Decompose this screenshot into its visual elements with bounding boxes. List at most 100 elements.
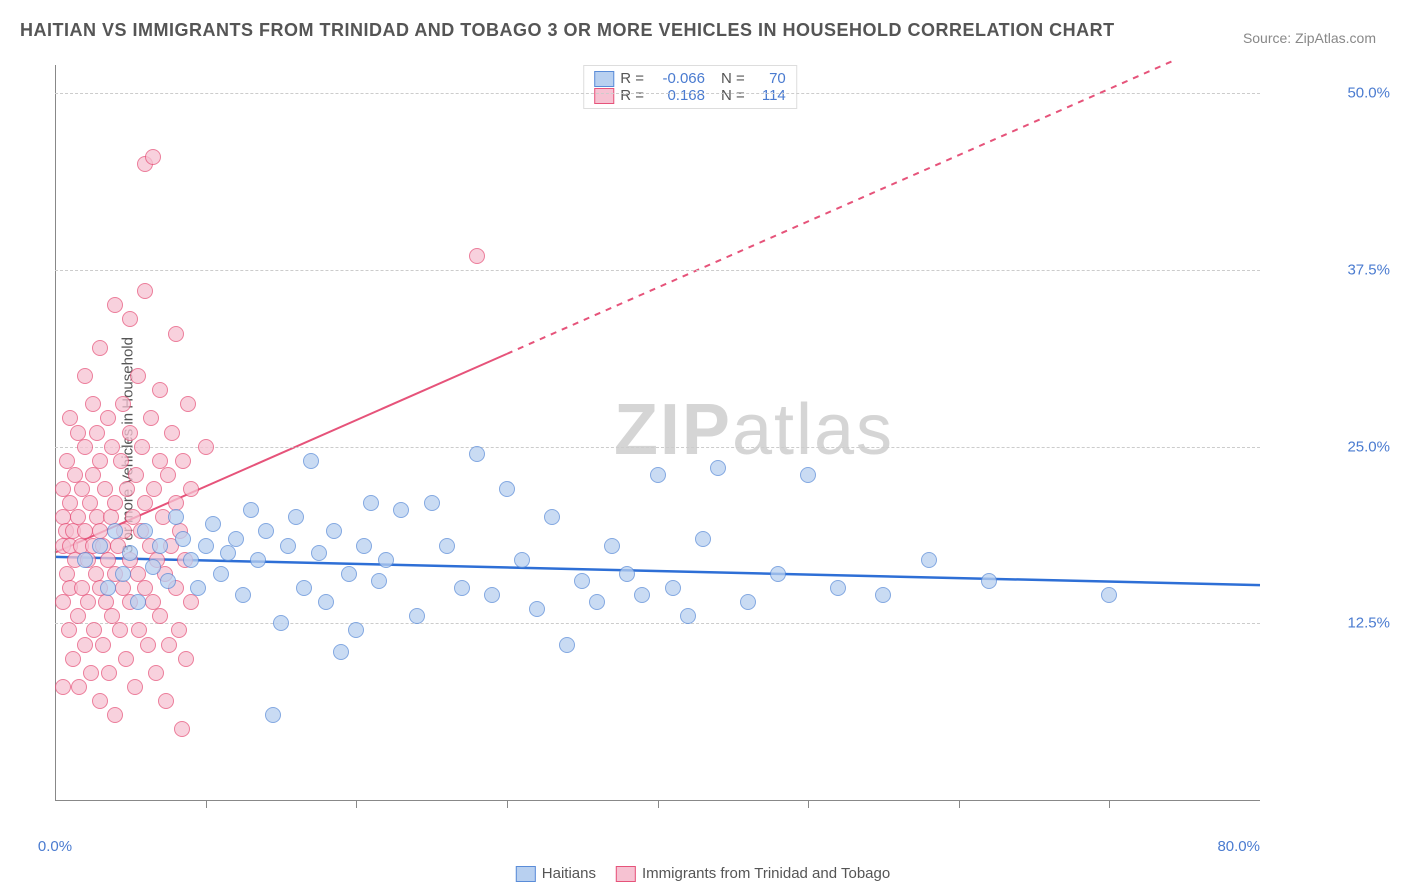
data-point [161, 637, 177, 653]
data-point [559, 637, 575, 653]
gridline [55, 447, 1260, 448]
data-point [134, 439, 150, 455]
data-point [164, 425, 180, 441]
x-tick-mark [658, 800, 659, 808]
data-point [83, 665, 99, 681]
y-tick-label: 25.0% [1347, 438, 1390, 455]
data-point [800, 467, 816, 483]
data-point [469, 248, 485, 264]
data-point [348, 622, 364, 638]
data-point [145, 559, 161, 575]
data-point [740, 594, 756, 610]
data-point [158, 693, 174, 709]
data-point [378, 552, 394, 568]
data-point [183, 481, 199, 497]
data-point [424, 495, 440, 511]
data-point [130, 594, 146, 610]
data-point [665, 580, 681, 596]
data-point [122, 311, 138, 327]
data-point [101, 665, 117, 681]
data-point [250, 552, 266, 568]
data-point [363, 495, 379, 511]
data-point [152, 608, 168, 624]
data-point [55, 594, 71, 610]
data-point [830, 580, 846, 596]
gridline [55, 623, 1260, 624]
data-point [770, 566, 786, 582]
data-point [140, 637, 156, 653]
data-point [92, 538, 108, 554]
data-point [288, 509, 304, 525]
n-value: 114 [751, 87, 786, 104]
data-point [107, 297, 123, 313]
data-point [205, 516, 221, 532]
data-point [180, 396, 196, 412]
data-point [112, 622, 128, 638]
data-point [95, 637, 111, 653]
data-point [303, 453, 319, 469]
legend-swatch [616, 866, 636, 882]
data-point [77, 637, 93, 653]
data-point [130, 368, 146, 384]
data-point [514, 552, 530, 568]
data-point [80, 594, 96, 610]
x-tick-mark [959, 800, 960, 808]
data-point [77, 552, 93, 568]
data-point [469, 446, 485, 462]
legend-row: R =0.168N =114 [594, 87, 786, 104]
gridline [55, 93, 1260, 94]
legend-label: Haitians [542, 865, 596, 882]
data-point [61, 622, 77, 638]
data-point [280, 538, 296, 554]
data-point [146, 481, 162, 497]
data-point [439, 538, 455, 554]
data-point [273, 615, 289, 631]
data-point [326, 523, 342, 539]
data-point [128, 467, 144, 483]
data-point [92, 453, 108, 469]
data-point [235, 587, 251, 603]
gridline [55, 270, 1260, 271]
data-point [175, 453, 191, 469]
data-point [371, 573, 387, 589]
data-point [981, 573, 997, 589]
data-point [107, 707, 123, 723]
data-point [695, 531, 711, 547]
data-point [318, 594, 334, 610]
data-point [604, 538, 620, 554]
data-point [174, 721, 190, 737]
data-point [70, 608, 86, 624]
data-point [544, 509, 560, 525]
chart-title: HAITIAN VS IMMIGRANTS FROM TRINIDAD AND … [20, 20, 1115, 41]
data-point [190, 580, 206, 596]
data-point [921, 552, 937, 568]
data-point [243, 502, 259, 518]
data-point [152, 382, 168, 398]
x-tick-label: 0.0% [38, 838, 72, 855]
r-value: 0.168 [650, 87, 705, 104]
data-point [875, 587, 891, 603]
data-point [113, 453, 129, 469]
data-point [137, 523, 153, 539]
data-point [55, 679, 71, 695]
trend-lines [50, 60, 1330, 830]
legend-swatch [594, 88, 614, 104]
data-point [85, 467, 101, 483]
data-point [258, 523, 274, 539]
data-point [100, 410, 116, 426]
data-point [122, 545, 138, 561]
data-point [92, 693, 108, 709]
data-point [160, 467, 176, 483]
data-point [115, 396, 131, 412]
data-point [160, 573, 176, 589]
data-point [137, 283, 153, 299]
data-point [341, 566, 357, 582]
data-point [183, 552, 199, 568]
correlation-legend: R =-0.066N =70R =0.168N =114 [583, 65, 797, 109]
n-value: 70 [751, 70, 786, 87]
legend-item: Haitians [516, 865, 596, 882]
x-tick-label: 80.0% [1217, 838, 1260, 855]
data-point [484, 587, 500, 603]
data-point [145, 149, 161, 165]
data-point [198, 439, 214, 455]
